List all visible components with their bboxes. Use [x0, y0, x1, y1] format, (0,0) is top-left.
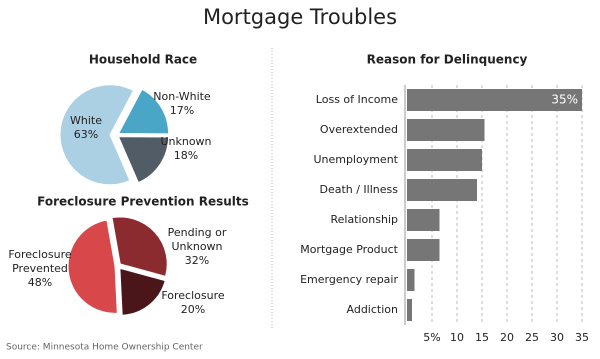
y-tick-label: Overextended — [320, 123, 398, 136]
slice-value: 17% — [169, 104, 195, 117]
slice-label: Pending or Unknown — [167, 226, 227, 253]
pie-slice — [111, 216, 168, 277]
slice-value: 20% — [180, 303, 206, 316]
y-tick-label: Relationship — [330, 213, 398, 226]
pie-slice — [117, 88, 170, 135]
y-tick-label: Emergency repair — [300, 273, 398, 286]
bar — [407, 179, 477, 201]
source: Source: Minnesota Home Ownership Center — [6, 343, 203, 353]
y-tick-label: Addiction — [347, 303, 398, 316]
slice-label: Foreclosure Prevented — [8, 248, 72, 275]
x-tick-label: 20 — [500, 331, 514, 344]
pie-slice — [119, 267, 166, 316]
x-tick-label: 25 — [525, 331, 539, 344]
y-tick-label: Death / Illness — [319, 183, 398, 196]
x-tick-label: 15 — [475, 331, 489, 344]
bar — [407, 239, 440, 261]
chart-title: Foreclosure Prevention Results — [37, 195, 249, 209]
value-label: 35% — [551, 93, 578, 107]
slice-value: 18% — [173, 149, 199, 162]
slice-value: 48% — [27, 276, 53, 289]
slice-value: 63% — [73, 128, 99, 141]
page-title: Mortgage Troubles — [203, 5, 397, 29]
x-tick-label: 10 — [450, 331, 464, 344]
slice-label: White — [70, 114, 102, 127]
x-tick-label: 30 — [550, 331, 564, 344]
slice-label: Non-White — [153, 90, 211, 103]
slice-label: Foreclosure — [161, 289, 225, 302]
slice-value: 32% — [184, 254, 210, 267]
bar — [407, 119, 485, 141]
y-tick-label: Unemployment — [313, 153, 398, 166]
chart-title: Reason for Delinquency — [367, 53, 528, 67]
chart-title: Household Race — [89, 53, 197, 67]
x-tick-label: 35 — [575, 331, 589, 344]
x-tick-label: 5% — [423, 331, 440, 344]
pie-slice — [67, 219, 118, 314]
bar — [407, 269, 415, 291]
y-tick-label: Loss of Income — [316, 93, 398, 106]
y-tick-label: Mortgage Product — [300, 243, 398, 256]
slice-label: Unknown — [160, 135, 212, 148]
bar — [407, 149, 482, 171]
pie-slice — [59, 84, 135, 186]
bar — [407, 89, 582, 111]
pie-slice — [117, 136, 170, 184]
bar — [407, 209, 440, 231]
bar — [407, 299, 412, 321]
